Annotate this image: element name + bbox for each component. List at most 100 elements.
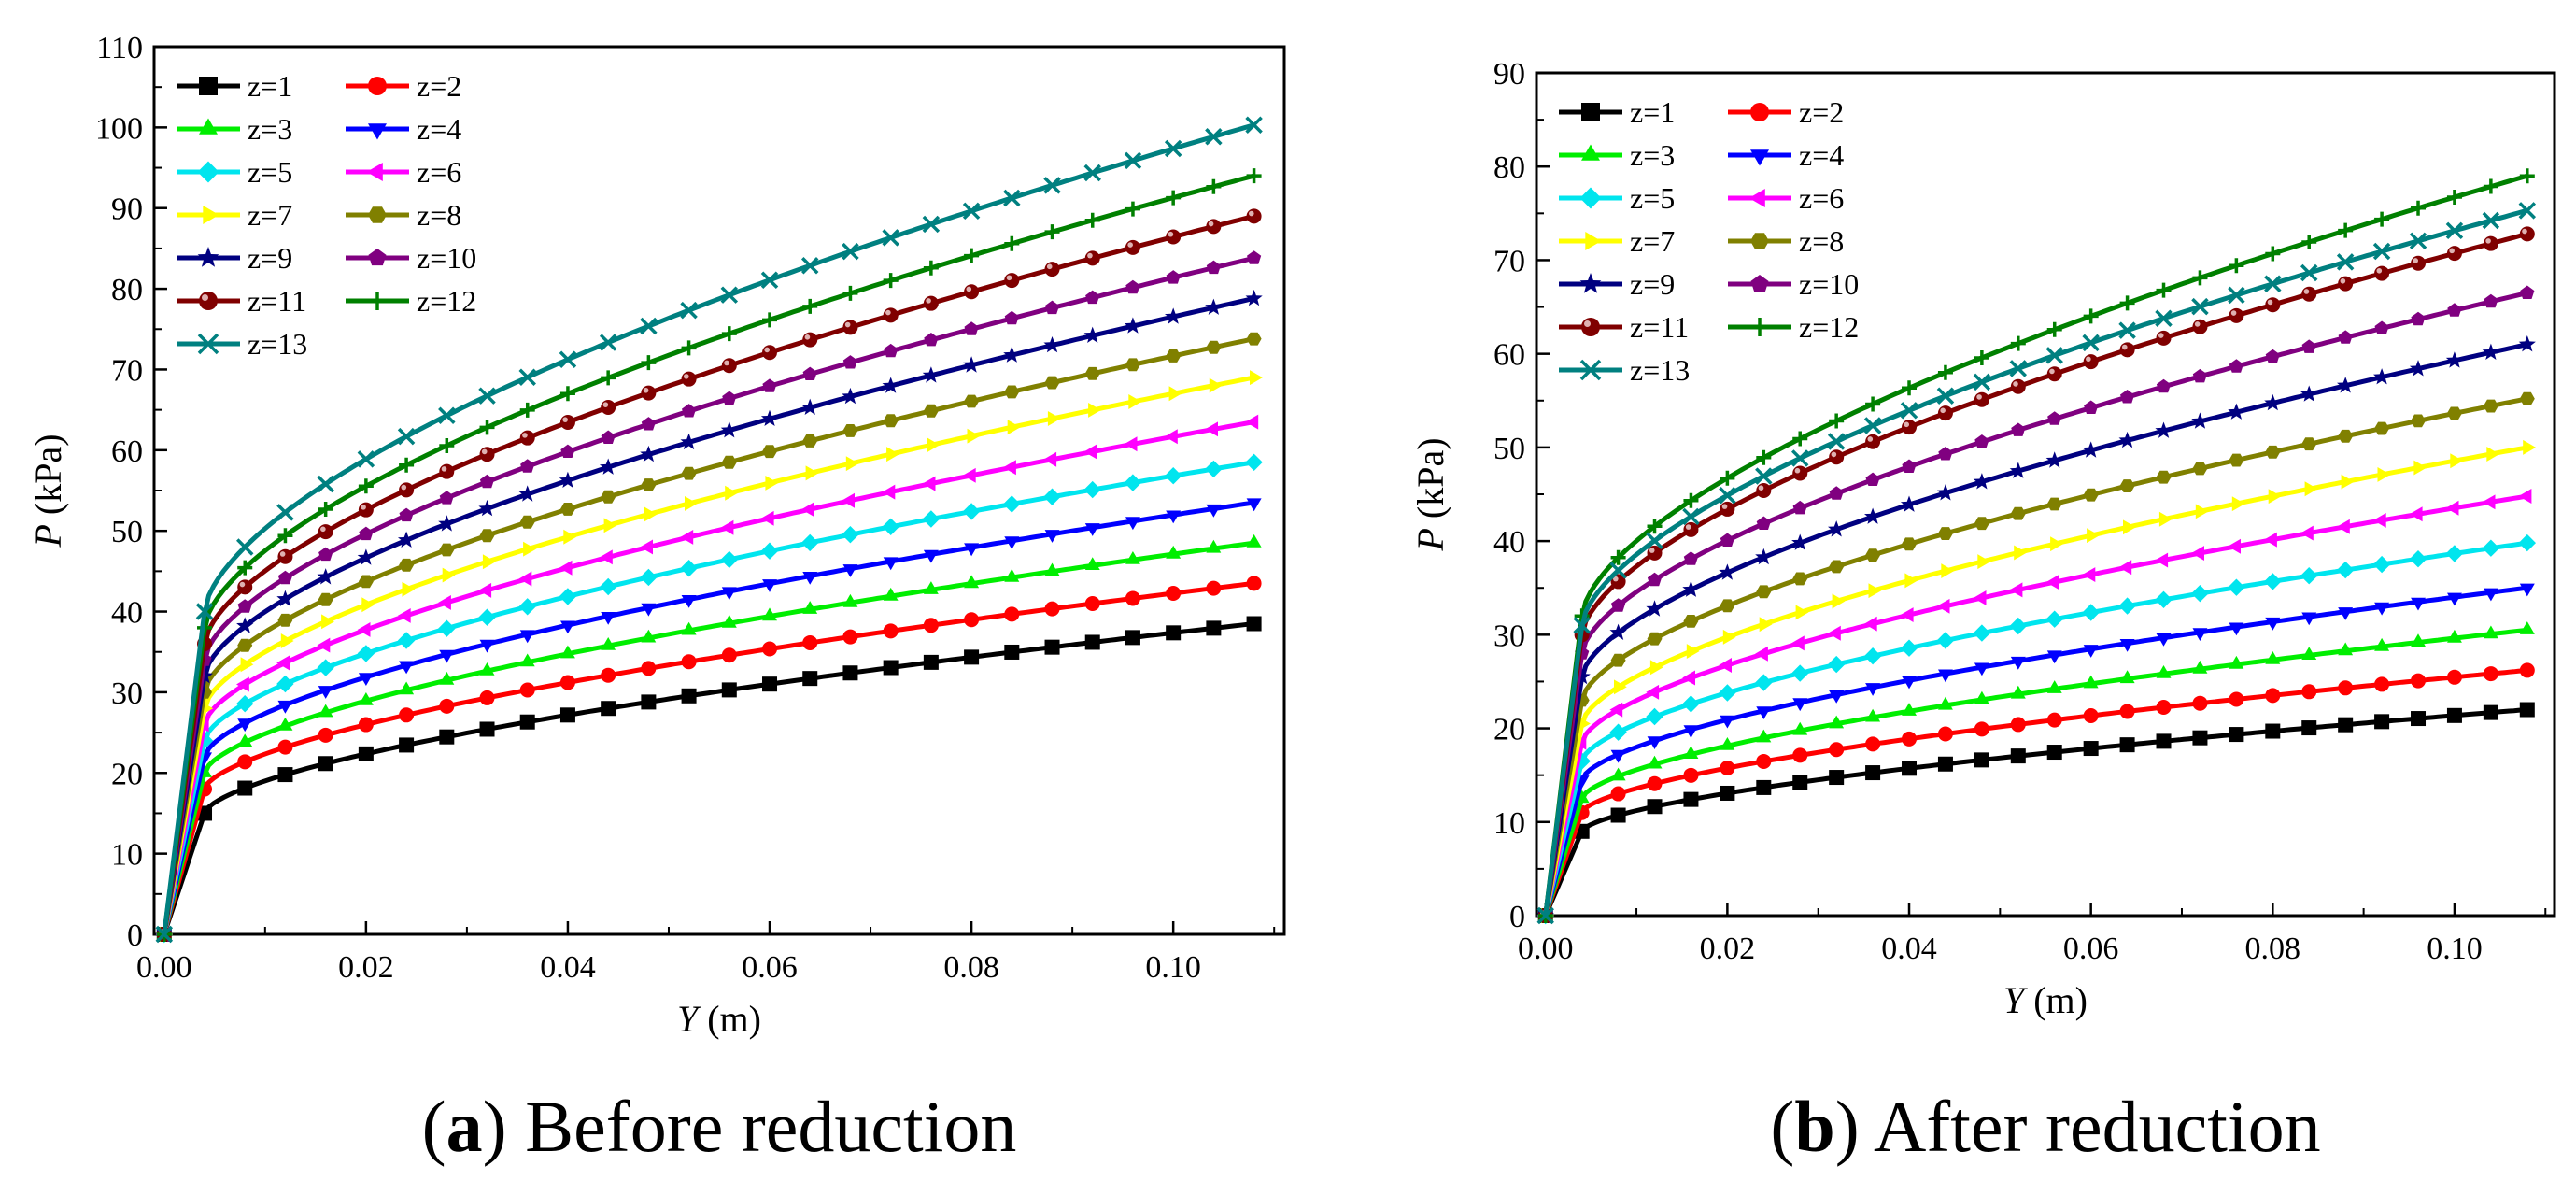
legend-label: z=2: [417, 69, 461, 103]
marker-body: [1246, 208, 1262, 224]
data-point: [922, 366, 940, 383]
legend-marker: [1579, 187, 1602, 209]
data-point: [1936, 632, 1955, 649]
data-point: [237, 733, 253, 747]
data-point: [1166, 270, 1181, 284]
data-point: [721, 326, 737, 342]
data-point: [2446, 669, 2462, 685]
data-point: [720, 421, 738, 438]
y-tick-label: 40: [1493, 525, 1525, 560]
data-point: [967, 428, 981, 444]
data-point: [2411, 597, 2426, 611]
data-point: [1863, 616, 1877, 632]
y-tick-label: 20: [1493, 713, 1525, 747]
marker-body: [2119, 342, 2135, 358]
data-point: [2447, 629, 2462, 643]
data-point: [479, 529, 495, 543]
data-point: [1720, 737, 1735, 750]
data-point: [1755, 467, 1773, 485]
data-point: [1647, 545, 1663, 561]
data-point: [235, 538, 254, 556]
marker-body: [2519, 226, 2535, 242]
data-point: [1828, 520, 1846, 537]
data-point: [236, 695, 254, 713]
marker-body: [2010, 378, 2026, 394]
data-point: [2265, 688, 2281, 704]
data-point: [1245, 116, 1263, 135]
data-point: [1719, 684, 1736, 702]
data-point: [1827, 433, 1846, 450]
data-point: [402, 581, 416, 597]
data-point: [318, 547, 333, 562]
legend-item: z=13: [177, 327, 307, 361]
data-point: [277, 528, 293, 544]
data-point: [2486, 447, 2500, 462]
data-point: [439, 491, 454, 505]
y-tick-label: 90: [1493, 57, 1525, 92]
series-z=2: [156, 576, 1262, 942]
data-point: [1610, 749, 1626, 763]
data-point: [237, 754, 253, 770]
legend-marker: [199, 118, 218, 135]
data-point: [1974, 517, 1989, 531]
data-point: [2337, 519, 2350, 534]
data-point: [2265, 349, 2280, 363]
data-point: [720, 550, 738, 569]
marker-highlight: [885, 309, 891, 316]
series-z=1: [1537, 702, 2535, 923]
y-tick-label: 0: [127, 918, 143, 953]
data-point: [2338, 642, 2354, 656]
marker-body: [1004, 273, 1020, 289]
data-point: [883, 660, 899, 676]
data-point: [237, 780, 253, 796]
data-point: [2119, 479, 2135, 492]
data-point: [2519, 168, 2535, 184]
data-point: [2191, 297, 2209, 316]
data-point: [2228, 578, 2245, 596]
data-point: [2374, 676, 2390, 692]
data-point: [236, 617, 254, 633]
data-point: [1902, 537, 1917, 551]
data-point: [357, 645, 375, 662]
marker-body: [1865, 434, 1881, 449]
marker-body: [802, 332, 818, 348]
data-point: [640, 445, 658, 462]
data-point: [1044, 300, 1060, 315]
data-point: [644, 506, 658, 522]
marker-highlight: [562, 417, 568, 422]
series-line: [162, 173, 1255, 935]
data-point: [641, 385, 657, 401]
data-point: [2518, 202, 2537, 220]
data-point: [479, 662, 495, 676]
legend-item: z=6: [1728, 181, 1844, 215]
marker-highlight: [361, 505, 366, 510]
data-point: [2482, 343, 2499, 360]
data-point: [1756, 753, 1772, 769]
data-point: [277, 767, 293, 783]
data-point: [2119, 737, 2135, 753]
marker-highlight: [2230, 310, 2237, 316]
data-point: [1250, 370, 1263, 386]
series-line: [162, 621, 1254, 935]
x-axis-variable: Y: [2003, 979, 2028, 1021]
data-point: [358, 502, 374, 518]
data-point: [923, 654, 939, 670]
data-point: [1003, 346, 1021, 363]
marker-highlight: [522, 433, 528, 438]
data-point: [1683, 791, 1699, 807]
legend-item: z=1: [177, 69, 292, 103]
data-point: [399, 558, 415, 572]
data-point: [923, 404, 939, 418]
data-point: [277, 548, 293, 564]
series-line: [1543, 707, 2528, 917]
data-point: [2083, 707, 2099, 723]
data-point: [2083, 354, 2099, 370]
marker-body: [2046, 366, 2062, 382]
data-point: [2301, 437, 2317, 451]
data-point: [600, 549, 613, 565]
marker-highlight: [2049, 368, 2055, 375]
data-point: [520, 459, 535, 473]
data-point: [923, 549, 939, 563]
series-line: [162, 500, 1254, 935]
data-point: [1573, 617, 1591, 634]
